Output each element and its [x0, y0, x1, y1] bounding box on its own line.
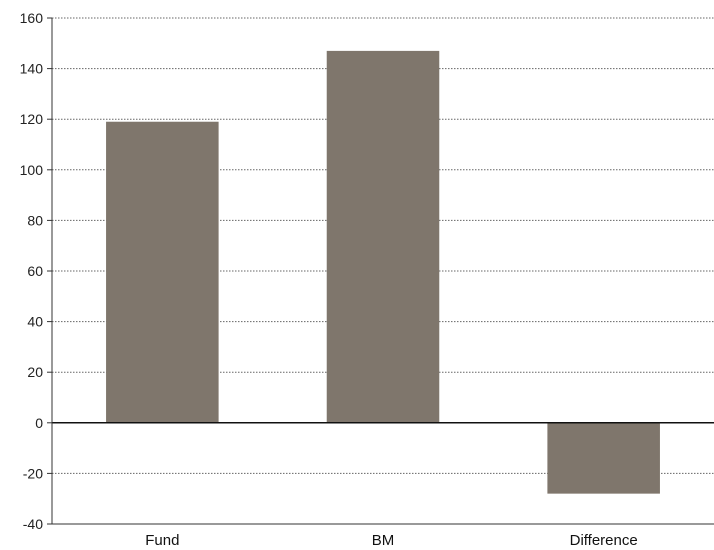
bar-difference [547, 422, 660, 494]
y-tick-label: 120 [20, 111, 44, 127]
bar-fund [106, 121, 219, 423]
y-tick-label: 0 [35, 415, 43, 431]
x-category-label: BM [372, 532, 395, 549]
x-category-label: Fund [145, 532, 179, 549]
y-tick-label: 60 [27, 263, 43, 279]
y-tick-labels: -40 -20 0 20 40 60 80 100 120 140 160 [20, 10, 44, 532]
y-tick-label: 160 [20, 10, 44, 26]
y-tick-label: -20 [23, 465, 43, 481]
y-tick-label: 80 [27, 212, 43, 228]
bar-bm [326, 50, 440, 423]
y-tick-label: 140 [20, 61, 44, 77]
y-tick-label: 20 [27, 364, 43, 380]
bars [106, 50, 660, 494]
x-category-labels: Fund BM Difference [145, 532, 637, 549]
x-category-label: Difference [570, 532, 638, 549]
y-tick-label: -40 [23, 516, 43, 532]
y-tick-label: 100 [20, 162, 44, 178]
y-tick-label: 40 [27, 314, 43, 330]
axes [47, 17, 714, 525]
